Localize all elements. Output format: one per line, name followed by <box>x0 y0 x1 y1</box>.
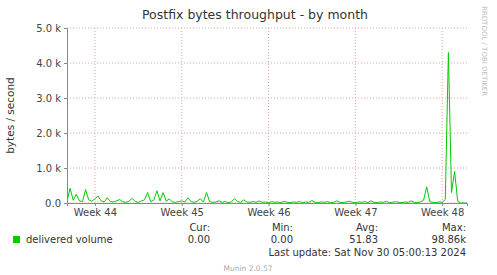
y-tick: 2.0 k <box>36 128 67 139</box>
x-tick: Week 47 <box>334 203 377 218</box>
grid-line <box>268 28 269 203</box>
y-tick-mark <box>64 133 67 134</box>
grid-line <box>67 98 467 99</box>
plot-area <box>67 53 467 204</box>
grid <box>67 28 467 203</box>
summary-header: Cur: <box>189 222 210 233</box>
grid-line <box>94 28 95 203</box>
y-axis: 0.0 1.0 k 2.0 k 3.0 k 4.0 k 5.0 k <box>36 23 67 209</box>
summary-header: Avg: <box>356 222 378 233</box>
x-tick-mark <box>355 203 356 206</box>
x-axis-line <box>68 204 468 207</box>
grid-line <box>67 133 467 134</box>
x-tick-label: Week 46 <box>247 207 290 218</box>
x-tick: Week 48 <box>421 203 464 218</box>
y-tick-mark <box>64 63 67 64</box>
grid-line <box>67 28 467 29</box>
title: Postfix bytes throughput - by month <box>142 7 368 22</box>
legend-swatch <box>13 236 20 243</box>
summary-value: 98.86k <box>432 234 467 245</box>
summary-value: 51.83 <box>349 234 378 245</box>
x-tick: Week 45 <box>161 203 204 218</box>
x-tick-label: Week 44 <box>74 207 117 218</box>
legend-label: delivered volume <box>26 234 113 245</box>
summary-header: Max: <box>442 222 466 233</box>
grid-line <box>67 63 467 64</box>
y-tick-mark <box>64 168 67 169</box>
summary-value: 0.00 <box>188 234 210 245</box>
series-line <box>67 53 467 204</box>
y-axis-title: bytes / second <box>4 77 16 154</box>
x-tick: Week 44 <box>74 203 117 218</box>
y-tick: 5.0 k <box>36 23 67 34</box>
x-tick-label: Week 45 <box>161 207 204 218</box>
y-tick-label: 3.0 k <box>36 93 61 104</box>
y-tick: 0.0 <box>45 198 67 209</box>
x-tick-label: Week 48 <box>421 207 464 218</box>
background <box>0 0 497 275</box>
summary-value: 0.00 <box>271 234 293 245</box>
y-tick: 3.0 k <box>36 93 67 104</box>
y-tick-label: 5.0 k <box>36 23 61 34</box>
y-tick-mark <box>64 98 67 99</box>
last-update: Last update: Sat Nov 30 05:00:13 2024 <box>268 247 466 258</box>
grid-line <box>67 168 467 169</box>
grid-line <box>181 28 182 203</box>
y-tick-mark <box>64 28 67 29</box>
x-tick-mark <box>269 203 270 206</box>
y-tick: 1.0 k <box>36 163 67 174</box>
y-tick-label: 2.0 k <box>36 128 61 139</box>
y-tick-label: 4.0 k <box>36 58 61 69</box>
x-tick-mark <box>182 203 183 206</box>
x-tick-mark <box>95 203 96 206</box>
grid-line <box>442 28 443 203</box>
x-tick-label: Week 47 <box>334 207 377 218</box>
y-axis-line <box>64 29 68 204</box>
summary-header: Min: <box>272 222 293 233</box>
x-tick: Week 46 <box>247 203 290 218</box>
y-tick-label: 1.0 k <box>36 163 61 174</box>
x-tick-mark <box>442 203 443 206</box>
watermark: RRDTOOL / TOBI OETIKER <box>480 6 488 96</box>
x-axis: Week 44 Week 45 Week 46 Week 47 Week 48 <box>68 203 468 218</box>
footer: Munin 2.0.57 <box>223 264 272 273</box>
y-tick-label: 0.0 <box>45 198 61 209</box>
y-tick-mark <box>64 203 67 204</box>
chart: Postfix bytes throughput - by month bytes… <box>0 0 497 275</box>
legend: delivered volume Cur: Min: Avg: Max: 0.00 0.00… <box>13 222 466 245</box>
grid-line <box>355 28 356 203</box>
y-tick: 4.0 k <box>36 58 67 69</box>
